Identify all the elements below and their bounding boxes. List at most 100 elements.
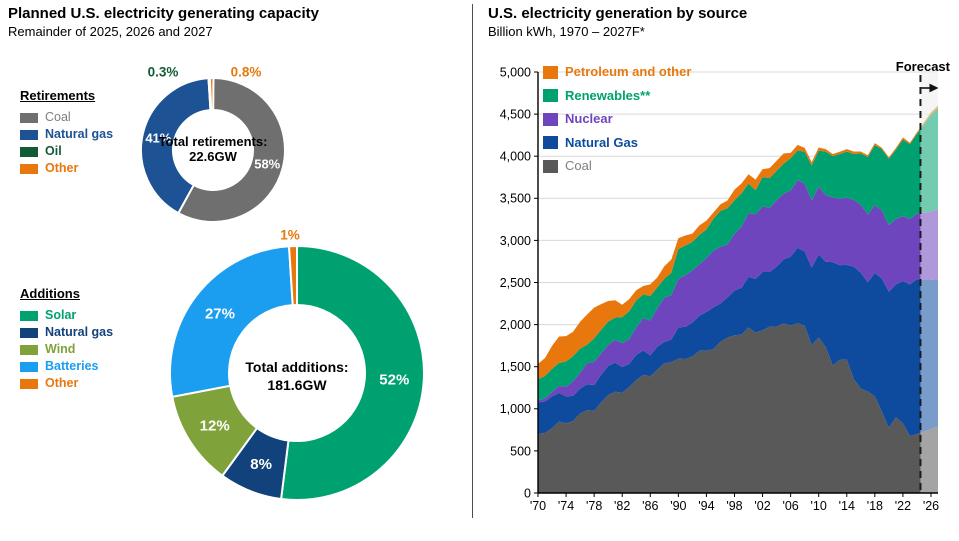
legend-swatch-renewables: [543, 89, 558, 102]
retirements-total-value: 22.6GW: [189, 149, 237, 164]
retirements-slice-other: [208, 77, 215, 112]
generation-legend-rows: Petroleum and other Renewables** Nuclear Na…: [543, 64, 691, 174]
additions-legend-title: Additions: [20, 286, 80, 301]
y-tick-label: 0: [524, 486, 531, 500]
x-tick-label: '22: [895, 499, 911, 513]
left-chart-title: Planned U.S. electricity generating capa…: [8, 5, 319, 22]
legend-swatch-batteries: [20, 361, 38, 372]
legend-swatch-natural-gas: [20, 327, 38, 338]
y-tick-label: 1,000: [500, 402, 531, 416]
retirements-legend-title: Retirements: [20, 88, 96, 103]
legend-item-coal: Coal: [543, 158, 691, 174]
y-tick-label: 5,000: [500, 65, 531, 79]
additions-legend-rows: Solar Natural gas Wind Batteries Other: [20, 308, 113, 391]
legend-item-coal: Coal: [20, 110, 113, 125]
retirements-legend-rows: Coal Natural gas Oil Other: [20, 110, 113, 176]
retirements-outside-value-label: 0.3%: [147, 64, 179, 80]
forecast-label: Forecast: [895, 59, 950, 74]
y-tick-label: 2,500: [500, 276, 531, 290]
additions-slice-value-wind: 12%: [200, 418, 230, 435]
legend-swatch-coal: [20, 112, 38, 123]
legend-item-natural-gas: Natural gas: [20, 325, 113, 340]
x-tick-label: '74: [558, 499, 574, 513]
forecast-region-background: [920, 72, 938, 493]
additions-slice-value-natural-gas: 8%: [250, 456, 272, 473]
x-tick-label: '82: [614, 499, 630, 513]
legend-swatch-oil: [20, 146, 38, 157]
legend-label-natural-gas: Natural gas: [45, 127, 114, 141]
legend-label-nuclear: Nuclear: [565, 111, 613, 126]
legend-swatch-nuclear: [543, 112, 558, 126]
legend-item-petroleum-and-other: Petroleum and other: [543, 64, 691, 80]
legend-swatch-solar: [20, 310, 38, 321]
legend-label-coal: Coal: [565, 158, 592, 173]
additions-slice-natural-gas: [220, 426, 290, 501]
legend-label-petroleum-and-other: Petroleum and other: [565, 64, 692, 79]
legend-item-other: Other: [20, 376, 113, 391]
x-tick-label: '10: [811, 499, 827, 513]
legend-item-other: Other: [20, 161, 113, 176]
x-tick-label: '02: [754, 499, 770, 513]
x-tick-label: '78: [586, 499, 602, 513]
retirements-slice-oil: [207, 77, 213, 112]
additions-slice-value-solar: 52%: [379, 372, 409, 389]
additions-total-line1: Total additions:: [245, 359, 349, 375]
x-tick-label: '06: [782, 499, 798, 513]
legend-swatch-petroleum-and-other: [543, 65, 558, 79]
additions-slice-value-batteries: 27%: [205, 306, 235, 323]
retirements-legend: Retirements Coal Natural gas Oil Other: [20, 88, 113, 178]
legend-item-batteries: Batteries: [20, 359, 113, 374]
legend-label-natural-gas: Natural gas: [45, 325, 114, 339]
legend-label-other: Other: [45, 161, 79, 175]
left-chart-subtitle: Remainder of 2025, 2026 and 2027: [8, 24, 213, 39]
generation-legend: Petroleum and other Renewables** Nuclear Na…: [543, 64, 691, 182]
forecast-lighten-overlay: [920, 72, 938, 493]
x-tick-label: '98: [726, 499, 742, 513]
legend-label-other: Other: [45, 376, 79, 390]
area-series-natural-gas: [538, 247, 938, 437]
forecast-arrow-head: [929, 83, 939, 93]
x-tick-label: '94: [698, 499, 714, 513]
legend-item-nuclear: Nuclear: [543, 111, 691, 127]
additions-legend: Additions Solar Natural gas Wind Batteries O…: [20, 286, 113, 393]
additions-outside-value-label: 1%: [280, 227, 300, 243]
legend-swatch-coal: [543, 159, 558, 173]
legend-swatch-natural-gas: [20, 129, 38, 140]
retirements-total-line1: Total retirements:: [158, 134, 268, 149]
y-tick-label: 1,500: [500, 360, 531, 374]
legend-label-solar: Solar: [45, 308, 77, 322]
legend-item-natural-gas: Natural Gas: [543, 135, 691, 151]
x-tick-label: '18: [867, 499, 883, 513]
additions-slice-wind: [171, 384, 259, 478]
y-tick-label: 3,500: [500, 192, 531, 206]
legend-label-batteries: Batteries: [45, 359, 99, 373]
legend-item-solar: Solar: [20, 308, 113, 323]
legend-label-coal: Coal: [45, 110, 71, 124]
additions-total-value: 181.6GW: [267, 377, 327, 393]
y-tick-label: 2,000: [500, 318, 531, 332]
x-tick-label: '26: [923, 499, 939, 513]
area-series-coal: [538, 323, 938, 493]
y-tick-label: 3,000: [500, 234, 531, 248]
x-tick-label: '70: [530, 499, 546, 513]
legend-label-renewables: Renewables**: [565, 87, 651, 103]
x-tick-label: '90: [670, 499, 686, 513]
legend-swatch-other: [20, 163, 38, 174]
legend-item-natural-gas: Natural gas: [20, 127, 113, 142]
panel-divider: [472, 4, 473, 518]
legend-item-wind: Wind: [20, 342, 113, 357]
legend-swatch-natural-gas: [543, 136, 558, 149]
legend-label-oil: Oil: [45, 144, 62, 158]
y-tick-label: 4,000: [500, 150, 531, 164]
y-tick-label: 500: [510, 444, 531, 458]
legend-swatch-wind: [20, 344, 38, 355]
legend-swatch-other: [20, 378, 38, 389]
legend-item-renewables: Renewables**: [543, 88, 691, 104]
legend-label-natural-gas: Natural Gas: [565, 134, 638, 150]
x-tick-label: '86: [642, 499, 658, 513]
x-tick-label: '14: [839, 499, 855, 513]
additions-donut-center-label: Total additions: 181.6GW: [222, 358, 372, 394]
